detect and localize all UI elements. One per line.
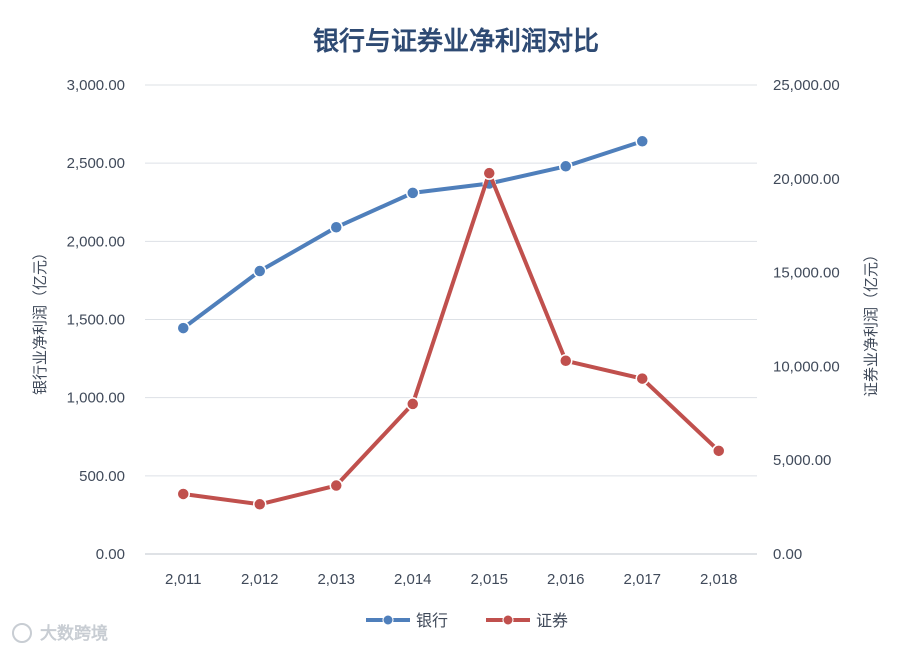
series-1-point <box>176 321 190 335</box>
left-y-axis: 0.00 500.00 1,000.00 1,500.00 2,000.00 2,500.… <box>67 77 125 563</box>
x-tick-label: 2,012 <box>241 571 279 588</box>
left-y-axis-title: 银行业净利润（亿元） <box>31 245 49 395</box>
x-tick-label: 2,011 <box>165 571 201 588</box>
series-line-1 <box>181 139 645 331</box>
series-2-point <box>406 397 420 411</box>
series-layer <box>176 134 726 512</box>
series-2-point <box>253 497 267 512</box>
series-2-point <box>559 354 573 368</box>
legend-label: 银行 <box>416 611 448 630</box>
watermark: 大数跨境 <box>12 623 108 644</box>
right-y-tick-label: 15,000.00 <box>773 265 840 282</box>
left-y-tick-label: 3,000.00 <box>67 77 125 94</box>
series-2-point <box>329 478 343 493</box>
legend-marker <box>502 614 514 626</box>
legend: 银行 证券 <box>366 611 568 630</box>
left-y-tick-label: 2,500.00 <box>67 155 125 172</box>
x-tick-label: 2,018 <box>700 571 738 588</box>
right-y-tick-label: 20,000.00 <box>773 171 840 188</box>
right-y-tick-label: 10,000.00 <box>773 358 840 375</box>
x-tick-label: 2,014 <box>394 571 432 588</box>
series-1-point <box>635 134 649 149</box>
x-tick-label: 2,016 <box>547 571 585 588</box>
legend-label: 证券 <box>536 611 568 630</box>
left-y-tick-label: 1,500.00 <box>67 312 125 329</box>
x-axis: 2,011 2,012 2,013 2,014 2,015 2,016 2,017 2,018 <box>165 571 737 588</box>
x-tick-label: 2,013 <box>317 571 355 588</box>
series-line-2 <box>181 171 721 507</box>
series-2-point <box>482 166 496 180</box>
series-1-point <box>253 264 267 278</box>
legend-item-1: 银行 <box>366 611 448 630</box>
series-1-point <box>329 220 343 235</box>
series-2-point <box>712 444 726 458</box>
right-y-tick-label: 25,000.00 <box>773 77 840 94</box>
left-y-tick-label: 0.00 <box>96 546 125 563</box>
watermark-logo-icon <box>12 623 32 643</box>
right-y-tick-label: 5,000.00 <box>773 452 831 469</box>
right-y-axis-title: 证券业净利润（亿元） <box>862 247 880 397</box>
legend-item-2: 证券 <box>486 611 568 630</box>
x-tick-label: 2,015 <box>470 571 508 588</box>
series-2-point <box>176 487 190 501</box>
left-y-tick-label: 1,000.00 <box>67 390 125 407</box>
left-y-tick-label: 2,000.00 <box>67 233 125 250</box>
chart-title: 银行与证券业净利润对比 <box>313 26 599 57</box>
legend-marker <box>382 614 394 626</box>
series-1-point <box>559 159 573 174</box>
series-1-point <box>406 186 420 200</box>
right-y-tick-label: 0.00 <box>773 546 802 563</box>
series-2-point <box>635 371 649 386</box>
right-y-axis: 0.00 5,000.00 10,000.00 15,000.00 20,000.00 2… <box>773 77 840 563</box>
x-tick-label: 2,017 <box>623 571 661 588</box>
watermark-text: 大数跨境 <box>40 623 108 644</box>
left-y-tick-label: 500.00 <box>79 468 125 485</box>
gridlines <box>145 84 757 555</box>
